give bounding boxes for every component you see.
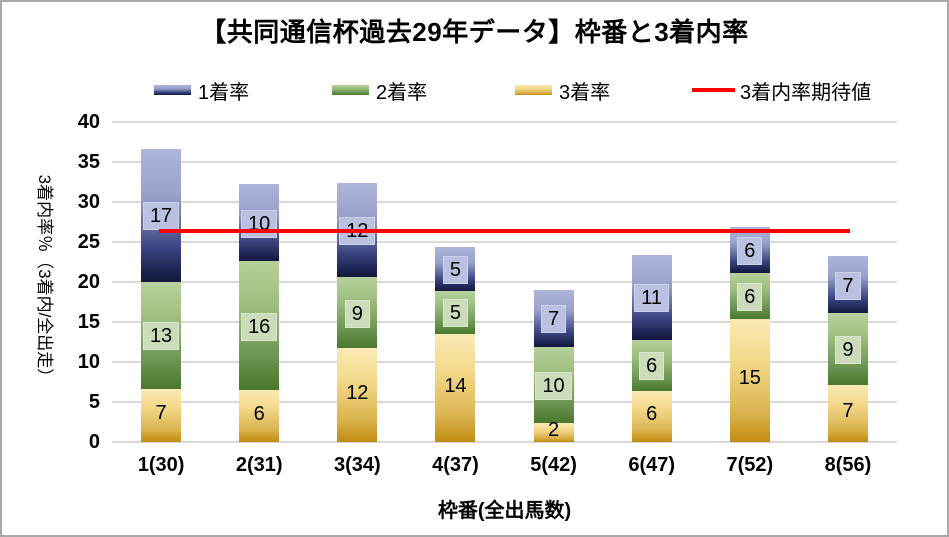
x-tick-label-2(31): 2(31): [235, 454, 283, 476]
data-label-third-5(42): 2: [548, 419, 560, 442]
x-tick-label-8(56): 8(56): [824, 454, 872, 476]
data-label-first-7(52): 6: [722, 236, 778, 265]
legend-swatch-first-icon: [154, 85, 191, 95]
bar-segment-third-7(52): [729, 318, 770, 442]
bar-segment-third-1(30): [141, 388, 182, 442]
data-label-second-6(47): 6: [624, 352, 680, 381]
bar-segment-third-4(37): [435, 333, 476, 442]
gridline: [112, 161, 897, 163]
data-label-box: 5: [442, 299, 468, 328]
data-label-first-4(37): 5: [427, 256, 483, 284]
data-label-third-4(37): 14: [444, 374, 467, 397]
bar-segment-third-5(42): [533, 422, 574, 442]
x-tick-label-4(37): 4(37): [432, 454, 479, 476]
y-tick-label: 0: [88, 431, 100, 453]
x-tick-label-3(34): 3(34): [333, 454, 381, 476]
chart-title: 【共同通信杯過去29年データ】枠番と3着内率: [200, 17, 749, 47]
data-label-box: 9: [344, 299, 370, 328]
data-label-box: 7: [835, 271, 861, 300]
data-label-second-1(30): 13: [133, 322, 189, 351]
x-tick-label-7(52): 7(52): [726, 454, 774, 476]
y-tick-label: 15: [77, 311, 100, 333]
data-label-box: 5: [442, 256, 468, 284]
bar-segment-third-3(34): [337, 347, 378, 442]
chart-legend: 1着率 2着率 3着率 3着内率期待値: [2, 76, 947, 104]
data-label-box: 16: [241, 312, 278, 341]
legend-item-second: 2着率: [332, 76, 427, 104]
data-label-second-5(42): 10: [526, 371, 582, 400]
bar-segment-third-6(47): [631, 390, 672, 442]
data-label-box: 6: [737, 236, 763, 265]
gridline: [112, 121, 897, 123]
gridline: [112, 201, 897, 203]
y-tick-label: 5: [88, 391, 100, 413]
data-label-box: 7: [541, 305, 567, 334]
data-label-box: 9: [835, 336, 861, 365]
data-label-second-8(56): 9: [820, 336, 876, 365]
gridline: [112, 401, 897, 403]
bar-segment-third-2(31): [239, 390, 280, 442]
y-tick-label: 20: [77, 271, 100, 293]
gridline: [112, 441, 897, 443]
data-label-box: 17: [142, 202, 180, 231]
legend-label-third: 3着率: [559, 81, 611, 104]
data-label-third-3(34): 12: [346, 381, 369, 404]
bar-segment-third-8(56): [827, 384, 868, 442]
data-label-box: 13: [142, 322, 180, 351]
data-label-first-8(56): 7: [820, 271, 876, 300]
data-label-third-8(56): 7: [842, 400, 854, 423]
legend-label-expected: 3着内率期待値: [740, 81, 872, 104]
expected-value-line: [159, 228, 850, 233]
data-label-third-1(30): 7: [155, 402, 167, 425]
gridline: [112, 321, 897, 323]
gridline: [112, 241, 897, 243]
data-label-second-7(52): 6: [722, 282, 778, 311]
gridline: [112, 281, 897, 283]
data-label-first-6(47): 11: [624, 284, 680, 313]
y-tick-label: 30: [77, 191, 100, 213]
data-label-second-2(31): 16: [231, 312, 287, 341]
data-label-box: 6: [737, 282, 763, 311]
legend-swatch-second-icon: [332, 85, 369, 95]
y-tick-label: 10: [77, 351, 100, 373]
data-label-second-4(37): 5: [427, 299, 483, 328]
data-label-third-6(47): 6: [646, 403, 658, 426]
x-tick-label-5(42): 5(42): [530, 454, 577, 476]
legend-item-first: 1着率: [154, 76, 249, 104]
data-label-first-5(42): 7: [526, 305, 582, 334]
y-tick-label: 35: [77, 151, 100, 173]
x-tick-label-1(30): 1(30): [137, 454, 185, 476]
legend-item-third: 3着率: [515, 76, 610, 104]
data-label-box: 10: [241, 209, 278, 238]
data-label-first-1(30): 17: [133, 202, 189, 231]
y-tick-label: 40: [77, 111, 100, 133]
data-label-third-2(31): 6: [253, 403, 265, 426]
legend-label-second: 2着率: [376, 81, 428, 104]
legend-label-first: 1着率: [198, 81, 250, 104]
x-tick-label-6(47): 6(47): [628, 454, 676, 476]
plot-area: 7131761610129121455210766111566797: [112, 121, 897, 443]
legend-swatch-third-icon: [515, 85, 552, 95]
data-label-box: 11: [634, 284, 670, 313]
data-label-second-3(34): 9: [329, 299, 385, 328]
data-label-box: 6: [639, 352, 665, 381]
gridline: [112, 361, 897, 363]
data-label-third-7(52): 15: [738, 367, 761, 390]
data-label-first-2(31): 10: [231, 209, 287, 238]
legend-line-expected-icon: [692, 88, 735, 92]
y-tick-label: 25: [77, 231, 100, 253]
legend-item-expected: 3着内率期待値: [692, 76, 871, 104]
data-label-box: 10: [535, 371, 572, 400]
x-axis-title: 枠番(全出馬数): [437, 500, 572, 522]
